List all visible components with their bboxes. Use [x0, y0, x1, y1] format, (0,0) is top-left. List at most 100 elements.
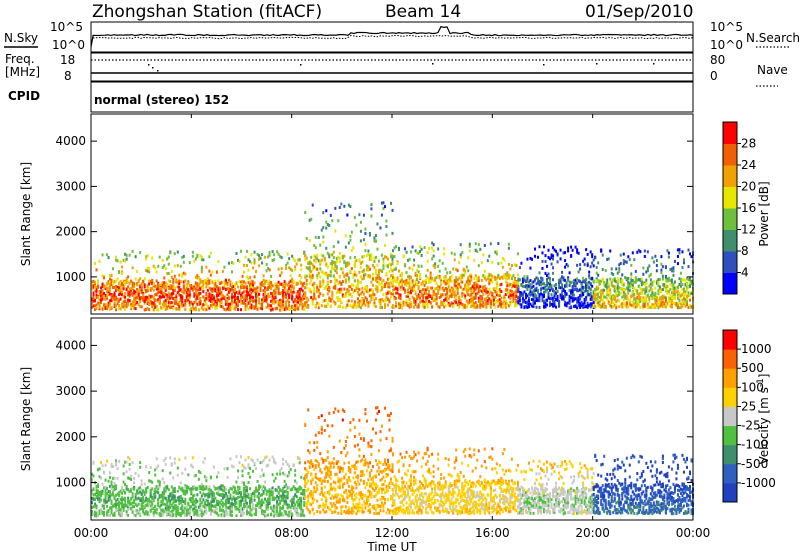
- heatmap-cell: [121, 286, 124, 290]
- heatmap-cell: [374, 278, 377, 282]
- heatmap-cell: [288, 294, 291, 298]
- heatmap-cell: [497, 299, 500, 303]
- heatmap-cell: [190, 307, 193, 311]
- heatmap-cell: [539, 292, 542, 296]
- heatmap-cell: [482, 304, 485, 308]
- heatmap-cell: [109, 471, 112, 475]
- heatmap-cell: [190, 300, 193, 304]
- heatmap-cell: [510, 289, 513, 293]
- heatmap-cell: [492, 288, 495, 292]
- heatmap-cell: [178, 511, 181, 515]
- heatmap-cell: [146, 284, 149, 288]
- heatmap-cell: [140, 285, 143, 289]
- heatmap-cell: [533, 247, 536, 251]
- heatmap-cell: [259, 303, 262, 307]
- heatmap-cell: [441, 286, 444, 290]
- station-title: Zhongshan Station (fitACF): [92, 2, 322, 22]
- heatmap-cell: [670, 299, 673, 303]
- heatmap-cell: [395, 267, 398, 271]
- heatmap-cell: [133, 285, 136, 289]
- heatmap-cell: [282, 297, 285, 301]
- heatmap-cell: [489, 273, 492, 277]
- heatmap-cell: [110, 501, 113, 505]
- heatmap-cell: [314, 267, 317, 271]
- heatmap-cell: [178, 289, 181, 293]
- heatmap-cell: [543, 245, 546, 249]
- heatmap-cell: [181, 509, 184, 513]
- heatmap-cell: [185, 283, 188, 287]
- heatmap-cell: [513, 277, 516, 281]
- heatmap-cell: [443, 252, 446, 256]
- heatmap-cell: [176, 281, 179, 285]
- heatmap-cell: [386, 282, 389, 286]
- heatmap-cell: [202, 308, 205, 312]
- heatmap-cell: [329, 274, 332, 278]
- heatmap-cell: [127, 496, 130, 500]
- heatmap-cell: [332, 267, 335, 271]
- heatmap-cell: [140, 482, 143, 486]
- heatmap-cell: [678, 291, 681, 295]
- heatmap-cell: [414, 289, 417, 293]
- heatmap-cell: [402, 286, 405, 290]
- heatmap-cell: [618, 305, 621, 309]
- heatmap-cell: [461, 294, 464, 298]
- heatmap-cell: [125, 460, 128, 464]
- heatmap-cell: [326, 288, 329, 292]
- heatmap-cell: [512, 291, 515, 295]
- heatmap-cell: [405, 271, 408, 275]
- freq-strip-frame: [90, 52, 694, 82]
- heatmap-cell: [386, 303, 389, 307]
- heatmap-cell: [179, 501, 182, 505]
- heatmap-cell: [446, 295, 449, 299]
- heatmap-cell: [188, 498, 191, 502]
- heatmap-cell: [646, 268, 649, 272]
- heatmap-cell: [367, 301, 370, 305]
- heatmap-cell: [589, 305, 592, 309]
- heatmap-cell: [291, 280, 294, 284]
- heatmap-cell: [407, 275, 410, 279]
- heatmap-cell: [622, 282, 625, 286]
- heatmap-cell: [489, 278, 492, 282]
- heatmap-cell: [422, 296, 425, 300]
- heatmap-cell: [94, 308, 97, 312]
- heatmap-cell: [597, 261, 600, 265]
- heatmap-cell: [610, 267, 613, 271]
- heatmap-cell: [133, 291, 136, 295]
- heatmap-cell: [477, 279, 480, 283]
- heatmap-cell: [543, 290, 546, 294]
- heatmap-cell: [118, 304, 121, 308]
- heatmap-cell: [247, 268, 250, 272]
- heatmap-cell: [91, 505, 94, 509]
- heatmap-cell: [115, 304, 118, 308]
- heatmap-cell: [124, 496, 127, 500]
- heatmap-cell: [289, 267, 292, 271]
- heatmap-cell: [356, 279, 359, 283]
- heatmap-cell: [462, 287, 465, 291]
- heatmap-cell: [555, 291, 558, 295]
- heatmap-cell: [230, 296, 233, 300]
- heatmap-cell: [332, 260, 335, 264]
- heatmap-cell: [588, 303, 591, 307]
- heatmap-cell: [305, 303, 308, 307]
- heatmap-cell: [212, 282, 215, 286]
- heatmap-cell: [358, 301, 361, 305]
- heatmap-cell: [536, 297, 539, 301]
- heatmap-cell: [170, 497, 173, 501]
- heatmap-cell: [314, 256, 317, 260]
- heatmap-cell: [370, 214, 373, 218]
- heatmap-cell: [361, 260, 364, 264]
- heatmap-cell: [506, 271, 509, 275]
- heatmap-cell: [476, 283, 479, 287]
- heatmap-cell: [687, 265, 690, 269]
- heatmap-cell: [495, 300, 498, 304]
- heatmap-cell: [329, 299, 332, 303]
- heatmap-cell: [374, 234, 377, 238]
- heatmap-cell: [304, 303, 307, 307]
- heatmap-cell: [115, 295, 118, 299]
- heatmap-cell: [143, 512, 146, 516]
- heatmap-cell: [362, 213, 365, 217]
- heatmap-cell: [178, 273, 181, 277]
- heatmap-cell: [238, 279, 241, 283]
- heatmap-cell: [161, 477, 164, 481]
